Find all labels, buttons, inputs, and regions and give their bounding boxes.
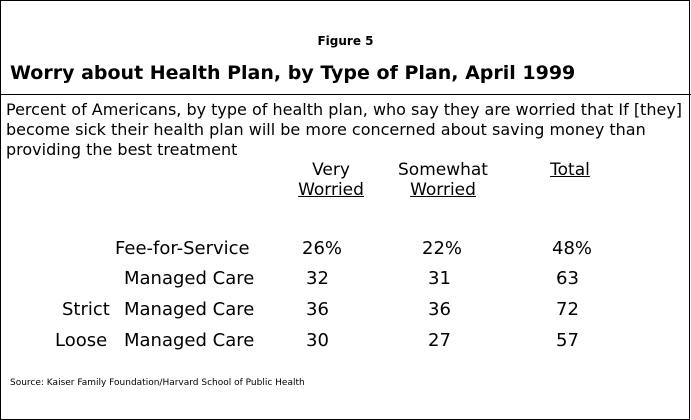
row-label-fee-for-service: Fee-for-Service bbox=[115, 238, 250, 259]
chart-title: Worry about Health Plan, by Type of Plan… bbox=[10, 62, 576, 84]
cell-value: 48% bbox=[552, 238, 593, 259]
row-label-managed-care: Managed Care bbox=[124, 268, 255, 289]
source-note: Source: Kaiser Family Foundation/Harvard… bbox=[10, 378, 305, 388]
column-header-top: Very bbox=[312, 160, 350, 180]
title-divider bbox=[0, 94, 691, 95]
figure-number: Figure 5 bbox=[317, 34, 374, 48]
cell-value: 31 bbox=[428, 268, 451, 289]
cell-value: 26% bbox=[302, 238, 343, 259]
column-header-somewhat-worried: Somewhat Worried bbox=[392, 160, 494, 200]
column-header-total: Total bbox=[540, 160, 600, 180]
cell-value: 36 bbox=[306, 299, 329, 320]
chart-subtitle: Percent of Americans, by type of health … bbox=[6, 100, 683, 159]
row-label-loose-managed-care: Managed Care bbox=[124, 330, 255, 351]
column-header-very-worried: Very Worried bbox=[290, 160, 372, 200]
column-header-bottom: Total bbox=[550, 160, 590, 180]
cell-value: 22% bbox=[422, 238, 463, 259]
column-header-bottom: Worried bbox=[298, 180, 364, 200]
column-header-bottom: Worried bbox=[410, 180, 476, 200]
cell-value: 32 bbox=[306, 268, 329, 289]
column-header-top: Somewhat bbox=[398, 160, 488, 180]
cell-value: 36 bbox=[428, 299, 451, 320]
row-label-strict-managed-care: Managed Care bbox=[124, 299, 255, 320]
cell-value: 72 bbox=[556, 299, 579, 320]
cell-value: 57 bbox=[556, 330, 579, 351]
cell-value: 27 bbox=[428, 330, 451, 351]
cell-value: 63 bbox=[556, 268, 579, 289]
row-qualifier-loose: Loose bbox=[55, 330, 108, 351]
row-qualifier-strict: Strict bbox=[62, 299, 110, 320]
cell-value: 30 bbox=[306, 330, 329, 351]
